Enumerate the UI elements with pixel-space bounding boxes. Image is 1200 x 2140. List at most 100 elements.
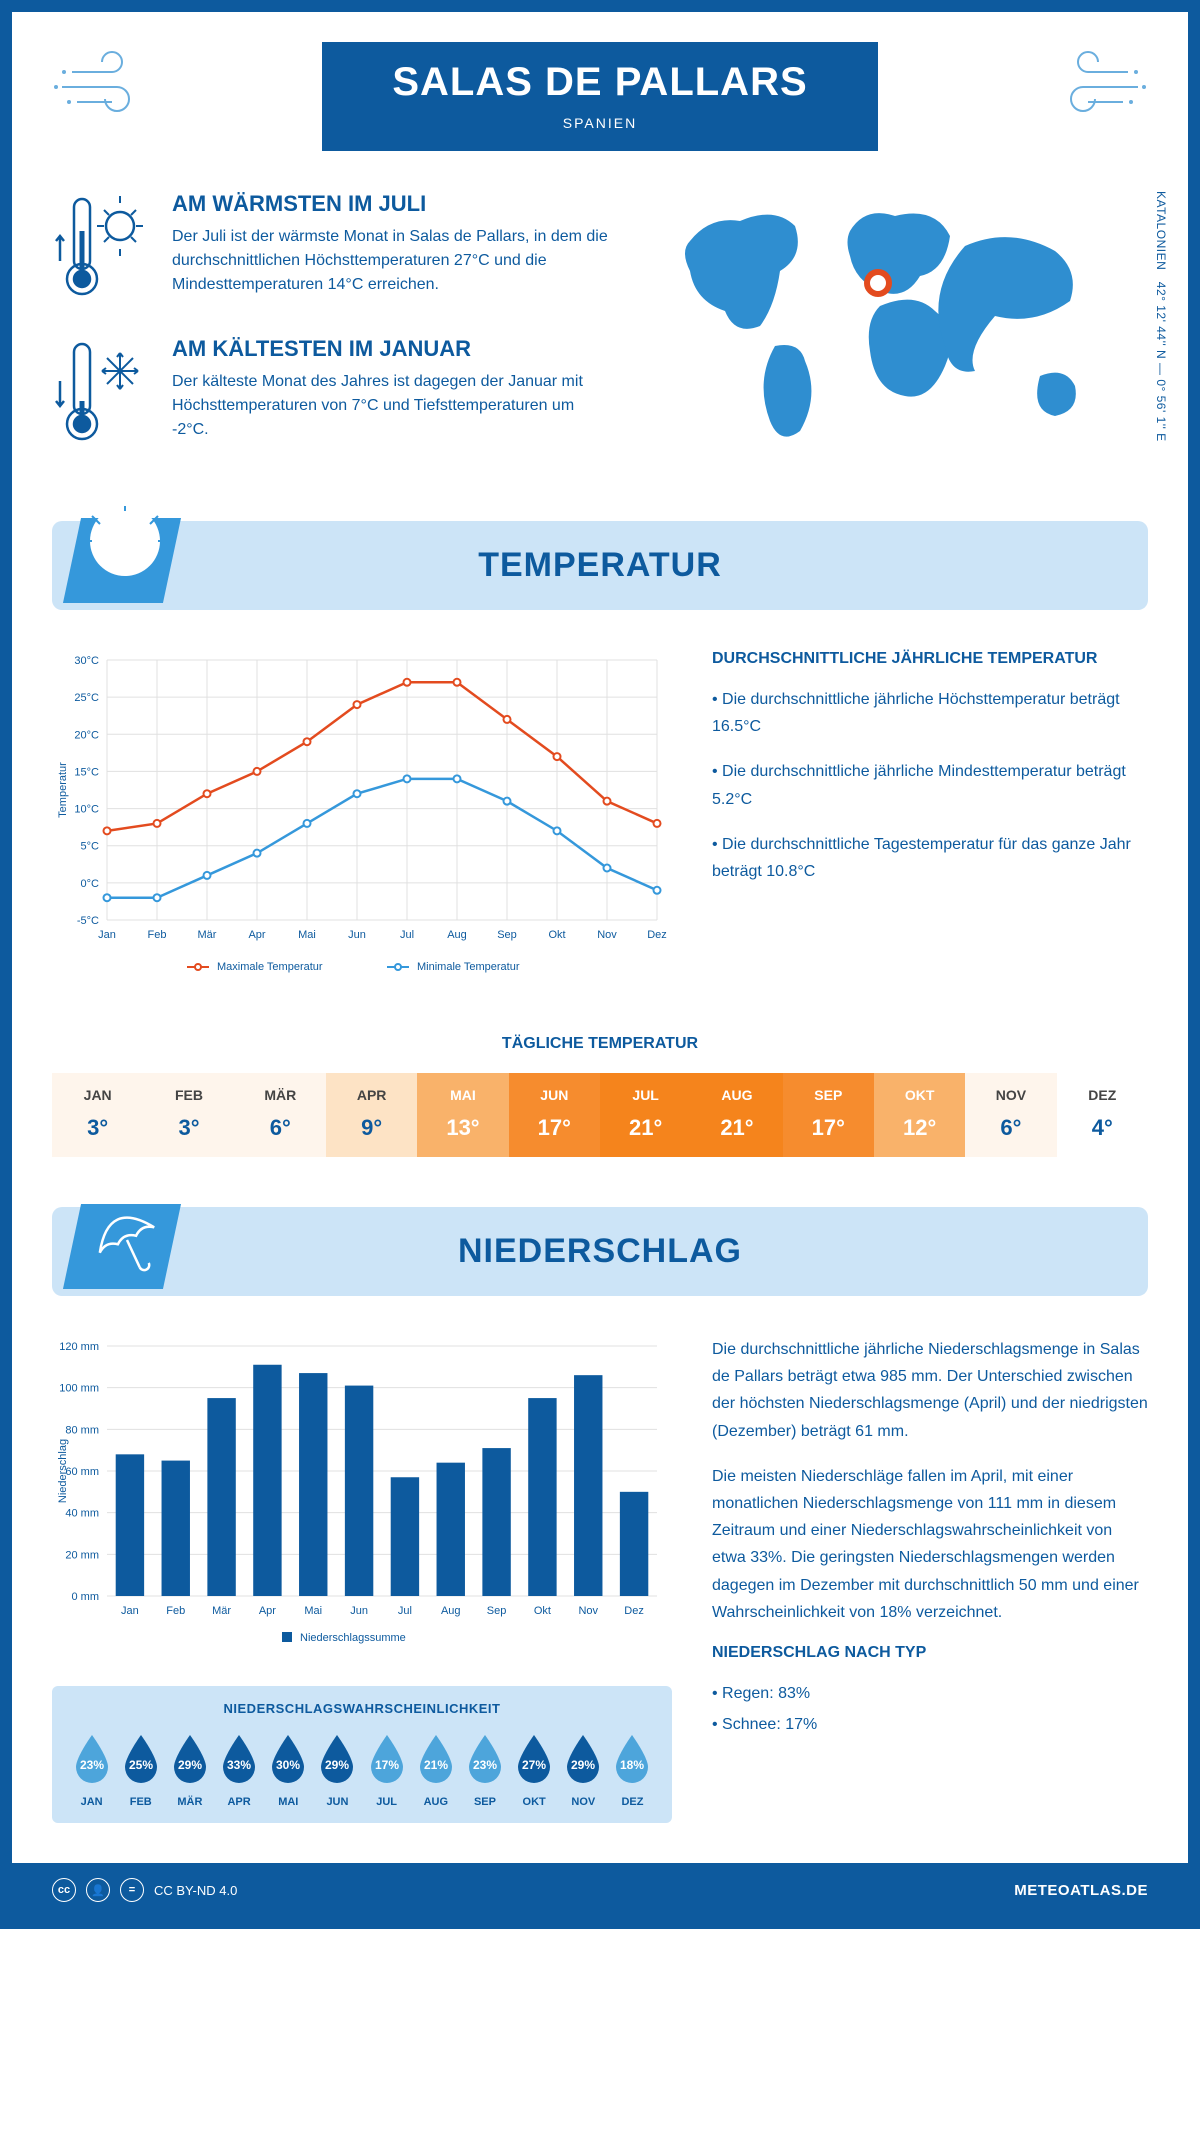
svg-text:100 mm: 100 mm: [59, 1383, 99, 1395]
title-banner: SALAS DE PALLARS SPANIEN: [322, 42, 877, 151]
warm-text: Der Juli ist der wärmste Monat in Salas …: [172, 225, 610, 297]
temp-bullet: • Die durchschnittliche Tagestemperatur …: [712, 831, 1148, 885]
by-icon: 👤: [86, 1878, 110, 1902]
sun-badge-icon: [72, 506, 182, 601]
svg-text:Minimale Temperatur: Minimale Temperatur: [417, 961, 520, 973]
temperature-section-header: TEMPERATUR: [52, 521, 1148, 610]
svg-text:29%: 29%: [571, 1758, 595, 1772]
precip-type-heading: NIEDERSCHLAG NACH TYP: [712, 1644, 1148, 1662]
daily-temp-title: TÄGLICHE TEMPERATUR: [52, 1035, 1148, 1053]
coordinates: KATALONIEN 42° 12' 44'' N — 0° 56' 1'' E: [1154, 191, 1168, 442]
temp-cell: APR9°: [326, 1073, 417, 1157]
svg-text:Mai: Mai: [304, 1605, 322, 1617]
country-label: SPANIEN: [392, 115, 807, 131]
thermometer-snow-icon: [52, 336, 152, 451]
svg-text:Okt: Okt: [534, 1605, 551, 1617]
page-frame: SALAS DE PALLARS SPANIEN: [0, 0, 1200, 1929]
svg-text:Nov: Nov: [597, 929, 617, 941]
temp-summary-heading: DURCHSCHNITTLICHE JÄHRLICHE TEMPERATUR: [712, 650, 1148, 668]
probability-drop: 18% DEZ: [608, 1731, 657, 1808]
svg-text:15°C: 15°C: [74, 766, 99, 778]
probability-title: NIEDERSCHLAGSWAHRSCHEINLICHKEIT: [67, 1701, 657, 1716]
probability-drop: 23% JAN: [67, 1731, 116, 1808]
svg-text:60 mm: 60 mm: [65, 1466, 99, 1478]
svg-text:Maximale Temperatur: Maximale Temperatur: [217, 961, 323, 973]
temp-cell: SEP17°: [783, 1073, 874, 1157]
thermometer-sun-icon: [52, 191, 152, 306]
svg-text:0 mm: 0 mm: [72, 1591, 100, 1603]
cold-text: Der kälteste Monat des Jahres ist dagege…: [172, 370, 610, 442]
svg-text:29%: 29%: [325, 1758, 349, 1772]
svg-text:40 mm: 40 mm: [65, 1508, 99, 1520]
daily-temperature-table: JAN3°FEB3°MÄR6°APR9°MAI13°JUN17°JUL21°AU…: [52, 1073, 1148, 1157]
svg-text:120 mm: 120 mm: [59, 1341, 99, 1353]
footer: cc 👤 = CC BY-ND 4.0 METEOATLAS.DE: [12, 1863, 1188, 1917]
svg-text:Feb: Feb: [148, 929, 167, 941]
svg-text:5°C: 5°C: [81, 841, 100, 853]
svg-text:Niederschlagssumme: Niederschlagssumme: [300, 1632, 406, 1644]
wind-icon: [52, 47, 162, 132]
svg-text:10°C: 10°C: [74, 804, 99, 816]
svg-text:Jan: Jan: [121, 1605, 139, 1617]
precipitation-probability-box: NIEDERSCHLAGSWAHRSCHEINLICHKEIT 23% JAN …: [52, 1686, 672, 1823]
svg-text:Jul: Jul: [398, 1605, 412, 1617]
probability-drop: 29% MÄR: [165, 1731, 214, 1808]
svg-text:23%: 23%: [80, 1758, 104, 1772]
precip-para: Die durchschnittliche jährliche Niedersc…: [712, 1336, 1148, 1445]
svg-text:20°C: 20°C: [74, 729, 99, 741]
probability-drop: 25% FEB: [116, 1731, 165, 1808]
temp-cell: JAN3°: [52, 1073, 143, 1157]
license-block: cc 👤 = CC BY-ND 4.0: [52, 1878, 237, 1902]
nd-icon: =: [120, 1878, 144, 1902]
svg-text:23%: 23%: [473, 1758, 497, 1772]
probability-drop: 21% AUG: [411, 1731, 460, 1808]
svg-text:Dez: Dez: [647, 929, 667, 941]
probability-drop: 30% MAI: [264, 1731, 313, 1808]
warm-fact: AM WÄRMSTEN IM JULI Der Juli ist der wär…: [52, 191, 610, 306]
svg-text:Mai: Mai: [298, 929, 316, 941]
precip-para: Die meisten Niederschläge fallen im Apri…: [712, 1463, 1148, 1626]
precipitation-summary: Die durchschnittliche jährliche Niedersc…: [712, 1336, 1148, 1823]
svg-text:80 mm: 80 mm: [65, 1424, 99, 1436]
license-label: CC BY-ND 4.0: [154, 1883, 237, 1898]
header: SALAS DE PALLARS SPANIEN: [52, 42, 1148, 151]
probability-drop: 17% JUL: [362, 1731, 411, 1808]
svg-text:Temperatur: Temperatur: [57, 762, 69, 818]
svg-text:Jun: Jun: [348, 929, 366, 941]
page-title: SALAS DE PALLARS: [392, 60, 807, 105]
svg-text:25°C: 25°C: [74, 692, 99, 704]
svg-text:33%: 33%: [227, 1758, 251, 1772]
temp-cell: JUL21°: [600, 1073, 691, 1157]
svg-text:Sep: Sep: [487, 1605, 507, 1617]
svg-text:-5°C: -5°C: [77, 915, 99, 927]
svg-text:Feb: Feb: [166, 1605, 185, 1617]
svg-text:Aug: Aug: [447, 929, 467, 941]
probability-drop: 27% OKT: [510, 1731, 559, 1808]
temp-cell: MÄR6°: [235, 1073, 326, 1157]
cold-title: AM KÄLTESTEN IM JANUAR: [172, 336, 610, 362]
world-map: KATALONIEN 42° 12' 44'' N — 0° 56' 1'' E: [640, 191, 1148, 481]
probability-drop: 23% SEP: [460, 1731, 509, 1808]
svg-text:30%: 30%: [276, 1758, 300, 1772]
svg-text:Okt: Okt: [548, 929, 565, 941]
svg-text:Jul: Jul: [400, 929, 414, 941]
temp-bullet: • Die durchschnittliche jährliche Mindes…: [712, 758, 1148, 812]
svg-text:18%: 18%: [620, 1758, 644, 1772]
site-label: METEOATLAS.DE: [1014, 1882, 1148, 1899]
svg-text:20 mm: 20 mm: [65, 1549, 99, 1561]
temperature-line-chart: -5°C0°C5°C10°C15°C20°C25°C30°CJanFebMärA…: [52, 650, 672, 995]
svg-text:30°C: 30°C: [74, 655, 99, 667]
svg-text:17%: 17%: [375, 1758, 399, 1772]
precip-type-rain: • Regen: 83%: [712, 1680, 1148, 1707]
svg-text:Aug: Aug: [441, 1605, 461, 1617]
svg-text:25%: 25%: [129, 1758, 153, 1772]
svg-text:Mär: Mär: [212, 1605, 231, 1617]
intro-section: AM WÄRMSTEN IM JULI Der Juli ist der wär…: [52, 191, 1148, 481]
cold-fact: AM KÄLTESTEN IM JANUAR Der kälteste Mona…: [52, 336, 610, 451]
cc-icon: cc: [52, 1878, 76, 1902]
warm-title: AM WÄRMSTEN IM JULI: [172, 191, 610, 217]
temp-cell: NOV6°: [965, 1073, 1056, 1157]
svg-text:Apr: Apr: [248, 929, 265, 941]
umbrella-badge-icon: [72, 1192, 182, 1287]
svg-text:Dez: Dez: [624, 1605, 644, 1617]
